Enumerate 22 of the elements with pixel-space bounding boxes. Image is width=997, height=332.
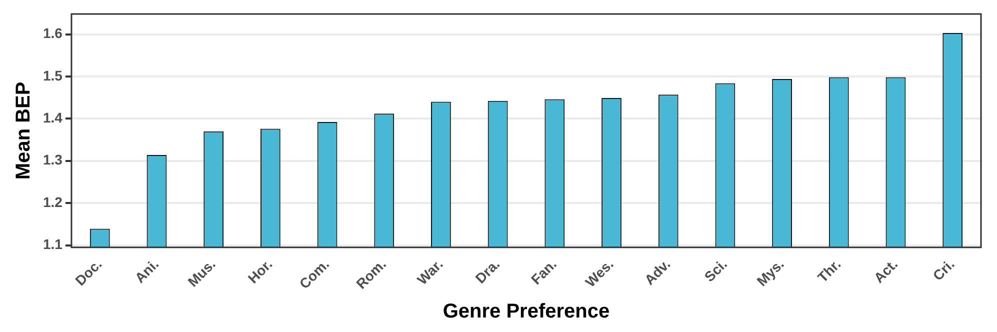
- x-tick-label: Adv.: [641, 256, 674, 288]
- x-tick-label: Cri.: [930, 256, 958, 284]
- y-tick-label: 1.2: [42, 194, 63, 210]
- x-tick-label: War.: [414, 256, 446, 288]
- x-tick-label: Hor.: [244, 256, 276, 286]
- x-tick-label: Fan.: [528, 256, 560, 288]
- x-tick-label: Mus.: [184, 256, 218, 290]
- x-tick-label: Wes.: [582, 256, 616, 290]
- x-tick-label: Thr.: [814, 256, 844, 286]
- x-axis-title: Genre Preference: [442, 300, 610, 323]
- y-axis-title: Mean BEP: [12, 82, 35, 180]
- x-tick-label: Doc.: [72, 256, 105, 289]
- y-tick-label: 1.4: [42, 110, 63, 126]
- x-tick-label: Dra.: [472, 256, 503, 286]
- x-tick-label: Act.: [870, 256, 901, 286]
- y-tick-label: 1.6: [42, 25, 63, 42]
- x-tick-label: Mys.: [754, 256, 787, 290]
- y-tick-label: 1.5: [42, 67, 63, 84]
- x-tick-label: Sci.: [701, 256, 730, 285]
- x-tick-label: Ani.: [132, 256, 162, 286]
- y-tick-label: 1.3: [42, 152, 63, 168]
- y-tick-label: 1.1: [42, 236, 63, 252]
